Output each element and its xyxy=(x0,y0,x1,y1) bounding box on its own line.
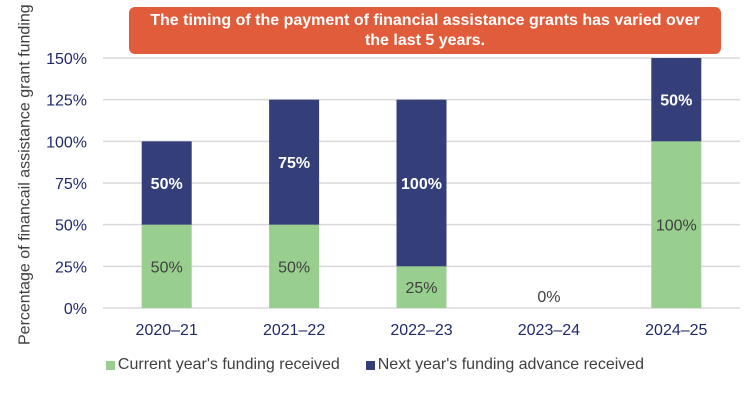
bar-segment xyxy=(141,141,192,225)
y-tick-label: 150% xyxy=(46,51,87,68)
data-label: 50% xyxy=(151,176,183,193)
x-tick-label: 2020–21 xyxy=(136,322,198,339)
y-tick-label: 75% xyxy=(55,176,87,193)
legend-item-current: Current year's funding received xyxy=(105,356,340,374)
y-tick-label: 125% xyxy=(46,93,87,110)
legend-swatch-current xyxy=(105,360,115,370)
data-label: 50% xyxy=(278,259,310,276)
data-label: 0% xyxy=(537,289,560,306)
x-tick-label: 2021–22 xyxy=(263,322,325,339)
data-label: 50% xyxy=(660,93,692,110)
bar-segment xyxy=(651,58,702,142)
chart-title-banner: The timing of the payment of financial a… xyxy=(129,7,721,54)
x-tick-label: 2022–23 xyxy=(390,322,452,339)
y-tick-label: 25% xyxy=(55,259,87,276)
bar-segment xyxy=(141,224,192,308)
bar-segment xyxy=(396,99,447,267)
legend-swatch-next xyxy=(365,360,375,370)
y-tick-label: 50% xyxy=(55,218,87,235)
x-tick-label: 2024–25 xyxy=(645,322,707,339)
data-label: 25% xyxy=(405,280,437,297)
legend-item-next: Next year's funding advance received xyxy=(365,356,645,374)
data-label: 75% xyxy=(278,155,310,172)
y-tick-label: 100% xyxy=(46,134,87,151)
data-label: 100% xyxy=(656,218,697,235)
bar-segment xyxy=(396,266,447,308)
legend-label-next: Next year's funding advance received xyxy=(377,356,645,373)
data-label: 100% xyxy=(401,176,442,193)
legend-label-current: Current year's funding received xyxy=(117,356,340,373)
y-tick-label: 0% xyxy=(64,301,87,318)
data-label: 50% xyxy=(151,259,183,276)
x-tick-label: 2023–24 xyxy=(518,322,580,339)
bar-segment xyxy=(651,141,702,308)
legend: Current year's funding received Next yea… xyxy=(0,356,750,374)
bar-segment xyxy=(269,224,320,308)
bar-segment xyxy=(269,99,320,225)
